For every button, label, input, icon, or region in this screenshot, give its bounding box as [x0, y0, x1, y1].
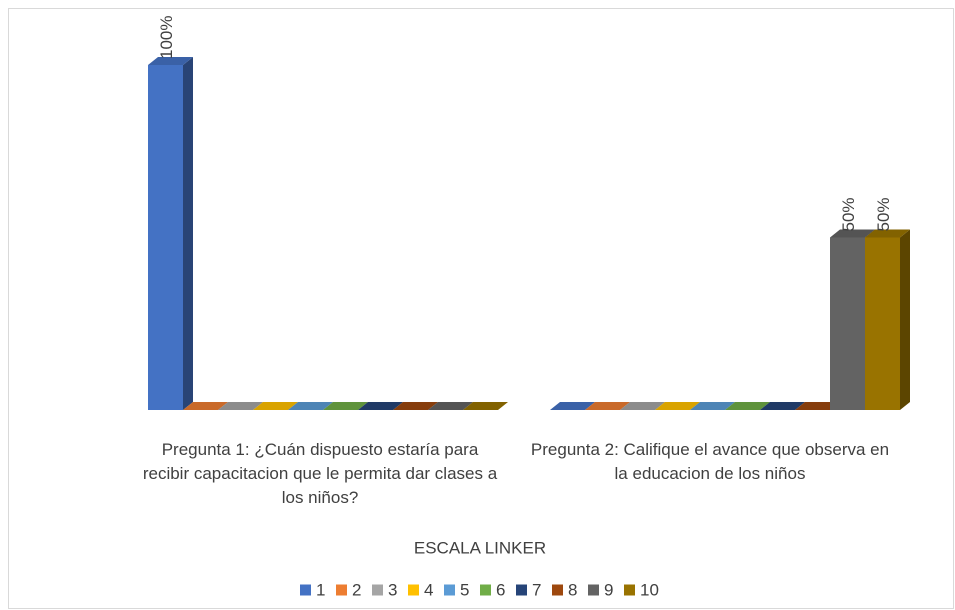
- x-axis-title: ESCALA LINKER: [414, 538, 546, 557]
- legend-label: 6: [496, 580, 505, 599]
- bar-top: [323, 402, 368, 410]
- bar-top: [428, 402, 473, 410]
- data-label: 50%: [839, 197, 858, 231]
- bar-top: [183, 402, 228, 410]
- data-label: 50%: [874, 197, 893, 231]
- legend-swatch: [408, 584, 419, 596]
- legend-swatch: [516, 584, 527, 596]
- legend-swatch: [372, 584, 383, 596]
- bar-top: [620, 402, 665, 410]
- legend-swatch: [480, 584, 491, 596]
- legend-swatch: [552, 584, 563, 596]
- bar-top: [795, 402, 840, 410]
- legend-label: 8: [568, 580, 577, 599]
- bar-side: [183, 57, 193, 410]
- legend-label: 2: [352, 580, 361, 599]
- bar-top: [288, 402, 333, 410]
- bar-top: [218, 402, 263, 410]
- data-label: 100%: [157, 16, 176, 59]
- bar-top: [865, 229, 910, 238]
- bar-top: [690, 402, 735, 410]
- bar-top: [655, 402, 700, 410]
- x-tick-label: Pregunta 2: Califique el avance que obse…: [530, 440, 890, 483]
- legend-swatch: [624, 584, 635, 596]
- legend-swatch: [300, 584, 311, 596]
- bar-side: [900, 229, 910, 410]
- x-tick-label: Pregunta 1: ¿Cuán dispuesto estaría para…: [142, 440, 498, 507]
- legend-label: 4: [424, 580, 433, 599]
- legend-label: 7: [532, 580, 541, 599]
- legend-label: 3: [388, 580, 397, 599]
- bar: [865, 237, 900, 410]
- legend-label: 9: [604, 580, 613, 599]
- bar-top: [253, 402, 298, 410]
- bar-top: [760, 402, 805, 410]
- legend-label: 1: [316, 580, 325, 599]
- bar-top: [585, 402, 630, 410]
- bar-top: [393, 402, 438, 410]
- bar-top: [725, 402, 770, 410]
- bar-top: [550, 402, 595, 410]
- legend-swatch: [444, 584, 455, 596]
- chart-border: [8, 8, 954, 609]
- legend-label: 10: [640, 580, 659, 599]
- legend-label: 5: [460, 580, 469, 599]
- legend-swatch: [588, 584, 599, 596]
- bar-top: [148, 57, 193, 65]
- bar-top: [358, 402, 403, 410]
- bar-top: [463, 402, 508, 410]
- bar: [148, 65, 183, 410]
- legend-swatch: [336, 584, 347, 596]
- bar: [830, 237, 865, 410]
- bar-top: [830, 229, 875, 238]
